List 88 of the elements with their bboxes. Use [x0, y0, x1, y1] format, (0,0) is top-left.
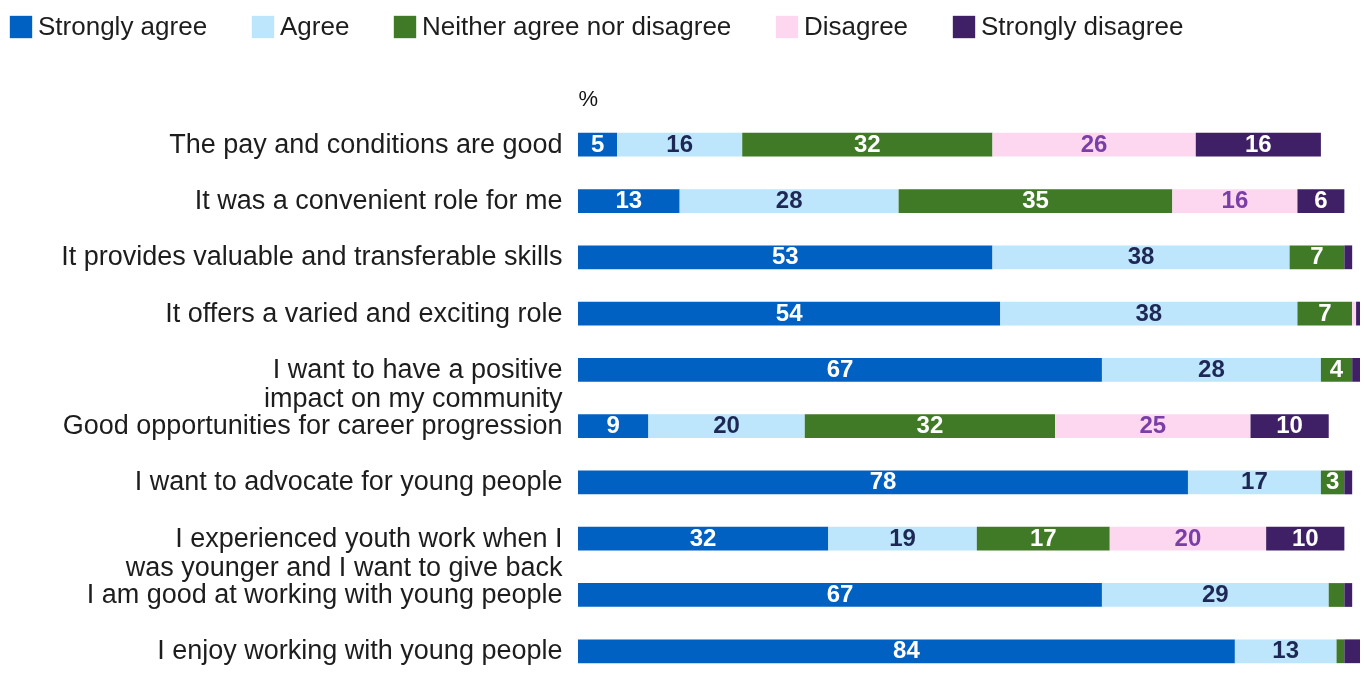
- bar: [1344, 639, 1360, 664]
- data-label: 67: [826, 354, 854, 382]
- y-tick-label: It was a convenient role for me: [194, 185, 563, 216]
- data-label: 53: [771, 242, 799, 270]
- data-label: 28: [775, 186, 803, 214]
- legend-label: Strongly disagree: [981, 11, 1184, 41]
- data-label: 32: [853, 129, 881, 157]
- y-tick-label: I enjoy working with young people: [157, 635, 563, 666]
- data-label: 84: [893, 636, 921, 664]
- data-label: 38: [1127, 242, 1155, 270]
- data-label: 67: [826, 579, 854, 607]
- bar: [1328, 583, 1345, 607]
- bar: [992, 245, 1290, 270]
- data-label: 54: [775, 298, 804, 326]
- y-tick-label: I want to advocate for young people: [134, 466, 563, 497]
- y-tick-label: It offers a varied and exciting role: [165, 297, 563, 328]
- y-tick-label: I want to have a positive impact on my community: [263, 353, 563, 413]
- bar: [1352, 357, 1360, 382]
- data-label: 20: [713, 411, 740, 439]
- legend-label: Disagree: [804, 11, 909, 41]
- data-label: 78: [869, 467, 897, 495]
- bar: [578, 245, 993, 270]
- bar: [898, 189, 1173, 213]
- bar: [1344, 583, 1353, 607]
- bar: [578, 414, 649, 439]
- bar: [578, 189, 680, 213]
- data-label: 7: [1310, 242, 1324, 270]
- bar: [1344, 470, 1353, 495]
- legend-label: Agree: [280, 11, 350, 41]
- data-label: 35: [1022, 186, 1049, 214]
- data-label: 16: [666, 129, 694, 157]
- bar: [1195, 132, 1321, 157]
- data-label: 26: [1080, 129, 1108, 157]
- data-label: 19: [889, 523, 916, 551]
- bar: [1234, 639, 1337, 664]
- bar: [1101, 357, 1321, 382]
- bar: [1336, 639, 1345, 664]
- bar: [1352, 301, 1357, 326]
- bar: [1000, 301, 1298, 326]
- legend-label: Neither agree nor disagree: [422, 11, 732, 41]
- data-label: 16: [1221, 186, 1249, 214]
- data-label: 5: [590, 129, 605, 157]
- data-label: 17: [1241, 467, 1268, 495]
- bar: [976, 526, 1110, 551]
- bar: [742, 132, 993, 157]
- data-label: 9: [606, 411, 620, 439]
- data-label: 13: [1272, 636, 1300, 664]
- data-label: 10: [1291, 523, 1319, 551]
- bar: [1172, 189, 1298, 213]
- bar: [828, 526, 977, 551]
- data-label: 16: [1244, 129, 1272, 157]
- legend-label: Strongly agree: [38, 11, 208, 41]
- bar: [578, 470, 1188, 495]
- bar: [578, 583, 1102, 607]
- bar: [648, 414, 805, 439]
- data-label: 25: [1139, 411, 1167, 439]
- bar: [804, 414, 1056, 439]
- data-label: 6: [1314, 186, 1328, 214]
- bar: [578, 301, 1001, 326]
- data-label: 17: [1029, 523, 1057, 551]
- bar: [1109, 526, 1267, 551]
- bar: [578, 526, 829, 551]
- bar: [578, 639, 1235, 664]
- x-axis-title: %: [578, 85, 599, 111]
- data-label: 7: [1318, 298, 1332, 326]
- bar: [1289, 245, 1345, 270]
- bar: [1101, 583, 1329, 607]
- y-tick-label: It provides valuable and transferable skills: [61, 241, 563, 272]
- data-label: 32: [916, 411, 944, 439]
- data-label: 28: [1198, 354, 1225, 382]
- data-label: 29: [1201, 579, 1229, 607]
- data-label: 38: [1135, 298, 1163, 326]
- bar: [578, 357, 1102, 382]
- data-label: 3: [1325, 467, 1340, 495]
- data-label: 13: [615, 186, 643, 214]
- bar: [1055, 414, 1251, 439]
- bar: [992, 132, 1196, 157]
- data-label: 20: [1174, 523, 1202, 551]
- y-tick-label: The pay and conditions are good: [169, 128, 563, 159]
- bar: [617, 132, 743, 157]
- bar: [1187, 470, 1321, 495]
- data-label: 4: [1329, 354, 1344, 382]
- bar: [1344, 245, 1353, 270]
- bar: [679, 189, 899, 213]
- data-label: 32: [689, 523, 717, 551]
- bar: [1356, 301, 1360, 326]
- y-tick-label: I experienced youth work when I was younger and I want to give back: [124, 522, 563, 582]
- data-label: 10: [1276, 411, 1303, 439]
